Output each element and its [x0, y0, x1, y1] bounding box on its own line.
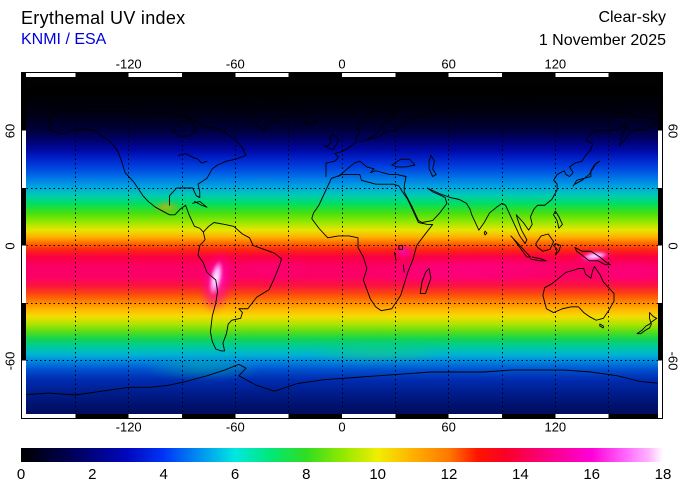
- colorbar-label-14: 14: [511, 466, 529, 483]
- top-axis-label--60: -60: [225, 56, 245, 72]
- top-axis-label-0: 0: [338, 56, 346, 72]
- right-axis-label--60: -60: [665, 351, 681, 370]
- colorbar-label-8: 8: [302, 466, 311, 483]
- gridline-lon--120: [128, 73, 130, 418]
- bottom-axis-label-120: 120: [544, 419, 567, 435]
- colorbar: [21, 448, 663, 462]
- left-axis-label-60: 60: [2, 123, 18, 138]
- bottom-axis-label-0: 0: [338, 419, 346, 435]
- frame-left: [22, 73, 26, 418]
- graticule: [22, 73, 662, 418]
- gridline-lon-150: [608, 73, 610, 418]
- gridline-lon-90: [501, 73, 503, 418]
- frame-bottom: [22, 414, 662, 418]
- left-axis-label--60: -60: [2, 351, 18, 370]
- fancy-frame: [22, 73, 662, 418]
- frame-top: [22, 73, 662, 77]
- gridline-lon--90: [181, 73, 183, 418]
- top-axis-label-120: 120: [544, 56, 567, 72]
- source-label: KNMI / ESA: [21, 31, 107, 48]
- colorbar-label-4: 4: [159, 466, 168, 483]
- colorbar-label-6: 6: [230, 466, 240, 483]
- frame-right: [658, 73, 662, 418]
- bottom-axis-label--60: -60: [225, 419, 245, 435]
- world-map: [21, 72, 663, 419]
- condition-label: Clear-sky: [598, 9, 666, 26]
- colorbar-label-12: 12: [440, 466, 458, 483]
- right-axis-label-60: 60: [665, 123, 681, 138]
- mexico-highlands: [152, 201, 180, 214]
- gridline-lon-120: [554, 73, 556, 418]
- coastlines: [22, 73, 662, 418]
- gridline-lon-60: [448, 73, 450, 418]
- colorbar-label-10: 10: [369, 466, 386, 483]
- gridline-lon-30: [394, 73, 396, 418]
- colorbar-label-18: 18: [654, 466, 672, 483]
- right-axis-label-0: 0: [665, 241, 681, 250]
- date-label: 1 November 2025: [538, 32, 666, 49]
- gridline-lon--150: [74, 73, 76, 418]
- bottom-axis-label--120: -120: [115, 419, 142, 435]
- west-pacific-magenta-band: [590, 259, 662, 286]
- colorbar-label-0: 0: [16, 466, 26, 483]
- colorbar-label-2: 2: [88, 466, 97, 483]
- gridline-lon--60: [234, 73, 236, 418]
- top-axis-label-60: 60: [441, 56, 456, 72]
- south-of-africa-green: [307, 342, 448, 363]
- gridline-lon-0: [341, 73, 343, 418]
- page-title: Erythemal UV index: [21, 8, 186, 28]
- gridline-lon--30: [288, 73, 290, 418]
- left-axis-label-0: 0: [2, 241, 18, 250]
- top-axis-label--120: -120: [115, 56, 142, 72]
- atlantic-magenta-band: [225, 256, 316, 281]
- bottom-axis-label-60: 60: [441, 419, 456, 435]
- colorbar-label-16: 16: [583, 466, 600, 483]
